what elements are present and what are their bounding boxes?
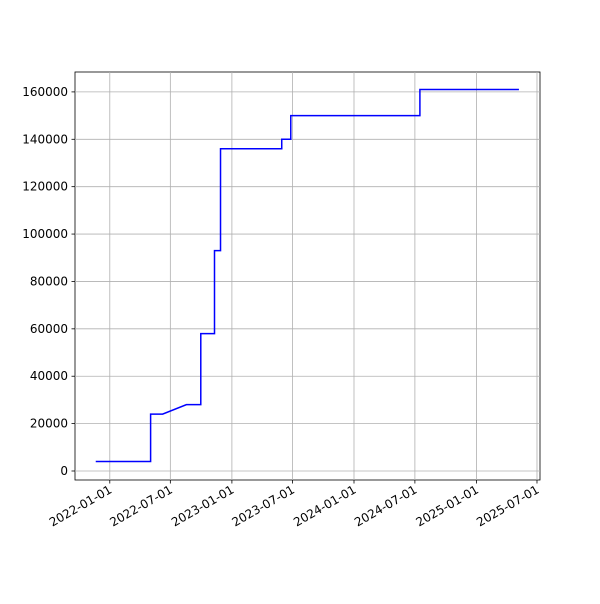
x-tick-label: 2025-01-01: [414, 482, 481, 529]
x-tick-label: 2024-01-01: [291, 482, 358, 529]
plot-frame: [74, 71, 541, 481]
y-tick-label: 80000: [30, 274, 68, 288]
y-tick-label: 100000: [22, 227, 68, 241]
y-tick-label: 160000: [22, 85, 68, 99]
x-tick-label: 2025-07-01: [474, 482, 541, 529]
x-tick-label: 2023-07-01: [230, 482, 297, 529]
x-tick-label: 2024-07-01: [352, 482, 419, 529]
line: [95, 88, 519, 463]
y-tick-label: 60000: [30, 322, 68, 336]
y-tick-label: 120000: [22, 180, 68, 194]
y-tick-label: 40000: [30, 369, 68, 383]
y-tick-label: 20000: [30, 417, 68, 431]
x-tick-label: 2023-01-01: [169, 482, 236, 529]
y-tick-label: 0: [60, 464, 68, 478]
x-tick-label: 2022-01-01: [47, 482, 114, 529]
x-tick-label: 2022-07-01: [107, 482, 174, 529]
y-tick-label: 140000: [22, 132, 68, 146]
